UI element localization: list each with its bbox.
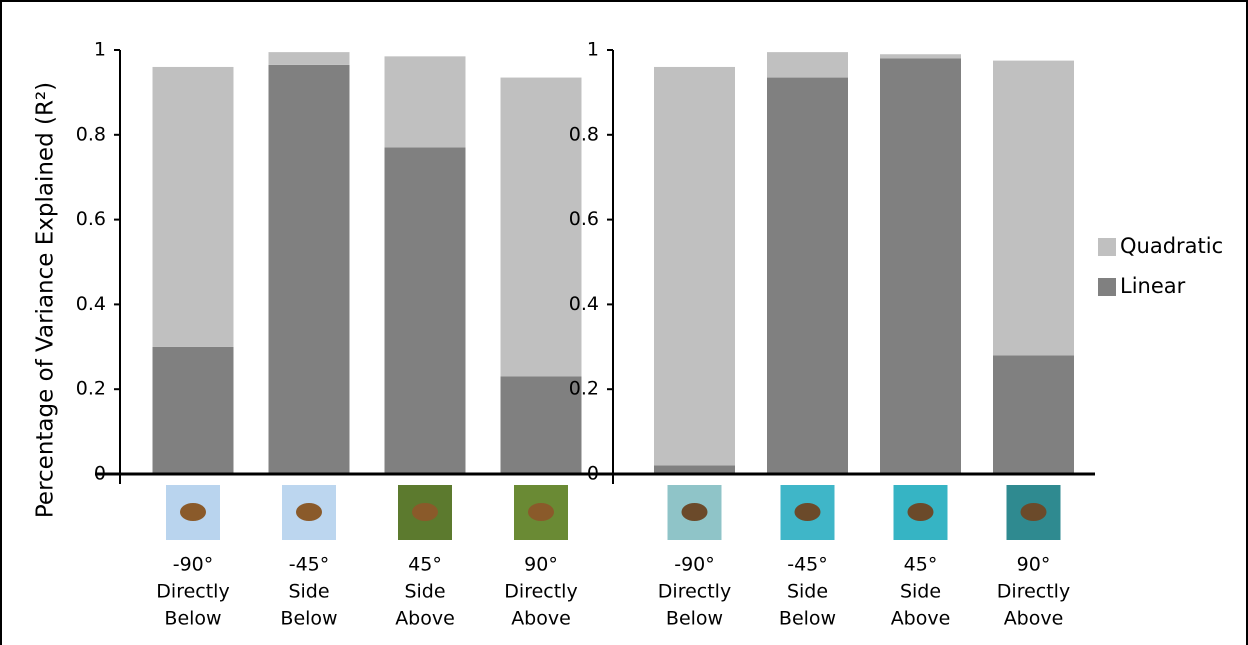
- bar-segment: [269, 52, 350, 65]
- thumbnail-subject: [528, 503, 554, 521]
- x-tick-label: Above: [891, 608, 951, 630]
- y-tick-label: 0.8: [76, 123, 106, 145]
- bar-segment: [993, 61, 1074, 356]
- chart: Percentage of Variance Explained (R²) 00…: [0, 0, 1248, 645]
- x-tick-label: 45°: [904, 554, 938, 576]
- x-tick-label: -90°: [173, 554, 214, 576]
- x-tick-label: Above: [395, 608, 455, 630]
- x-tick-label: Below: [779, 608, 836, 630]
- bar-segment: [153, 67, 234, 347]
- y-tick-label: 0.4: [569, 293, 599, 315]
- x-tick-label: Side: [900, 581, 941, 603]
- x-tick-label: -45°: [289, 554, 330, 576]
- y-tick-label: 1: [94, 39, 106, 61]
- x-tick-label: 45°: [408, 554, 442, 576]
- x-tick-label: 90°: [1017, 554, 1051, 576]
- x-tick-label: Side: [787, 581, 828, 603]
- x-tick-label: -90°: [674, 554, 715, 576]
- thumbnail-subject: [296, 503, 322, 521]
- bar-segment: [654, 67, 735, 466]
- y-tick-label: 0.2: [569, 378, 599, 400]
- legend-swatch: [1098, 238, 1116, 256]
- bar-segment: [269, 65, 350, 474]
- x-tick-label: Side: [288, 581, 329, 603]
- y-tick-label: 0.8: [569, 123, 599, 145]
- thumbnail-subject: [180, 503, 206, 521]
- thumbnail-subject: [1021, 503, 1047, 521]
- x-tick-label: Directly: [658, 581, 731, 603]
- bar-segment: [767, 52, 848, 77]
- y-axis-label: Percentage of Variance Explained (R²): [33, 82, 59, 518]
- y-tick-label: 0.4: [76, 293, 106, 315]
- x-tick-label: Side: [404, 581, 445, 603]
- bar-segment: [880, 58, 961, 474]
- thumbnail-subject: [908, 503, 934, 521]
- x-tick-label: Below: [666, 608, 723, 630]
- x-tick-label: Above: [511, 608, 571, 630]
- legend-swatch: [1098, 278, 1116, 296]
- x-tick-label: Directly: [156, 581, 229, 603]
- y-tick-label: 1: [587, 39, 599, 61]
- x-tick-label: Above: [1004, 608, 1064, 630]
- bar-segment: [385, 148, 466, 474]
- thumbnail-subject: [412, 503, 438, 521]
- legend-label: Quadratic: [1120, 234, 1223, 258]
- bar-segment: [153, 347, 234, 474]
- thumbnail-subject: [795, 503, 821, 521]
- x-tick-label: 90°: [524, 554, 558, 576]
- y-tick-label: 0.6: [76, 208, 106, 230]
- x-tick-label: Below: [164, 608, 221, 630]
- x-tick-label: Directly: [997, 581, 1070, 603]
- y-tick-label: 0.6: [569, 208, 599, 230]
- x-tick-label: Directly: [504, 581, 577, 603]
- bar-segment: [993, 355, 1074, 474]
- y-tick-label: 0.2: [76, 378, 106, 400]
- bar-segment: [385, 56, 466, 147]
- legend-label: Linear: [1120, 274, 1186, 298]
- x-tick-label: -45°: [787, 554, 828, 576]
- thumbnail-subject: [682, 503, 708, 521]
- bar-segment: [880, 54, 961, 58]
- bar-segment: [767, 78, 848, 474]
- x-tick-label: Below: [280, 608, 337, 630]
